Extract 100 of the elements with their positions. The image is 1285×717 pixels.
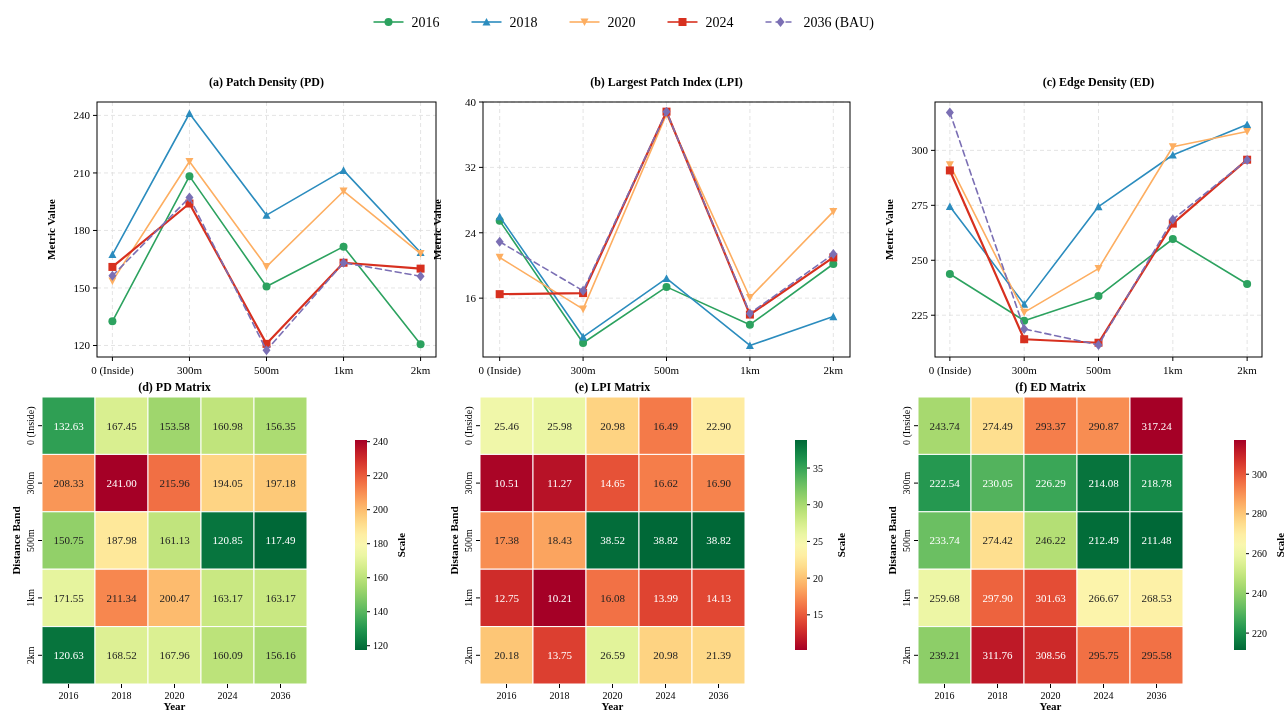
data-label: 10.51 xyxy=(494,476,519,489)
y-tick-label: 500m xyxy=(463,528,474,552)
x-tick-label: 2016 xyxy=(58,690,79,701)
data-label: 150.75 xyxy=(53,534,85,547)
data-label: 297.90 xyxy=(982,591,1014,604)
data-label: 120.63 xyxy=(53,649,85,662)
data-label: 163.17 xyxy=(212,591,244,604)
color-bar-label: 240 xyxy=(373,436,388,448)
x-tick-label: 2018 xyxy=(987,690,1008,701)
color-bar-label: 20 xyxy=(813,572,823,584)
y-tick-label: 500m xyxy=(25,528,36,552)
x-tick-label: 2036 xyxy=(270,690,291,701)
data-label: 16.08 xyxy=(600,591,626,604)
data-label: 153.58 xyxy=(159,419,191,432)
data-label: 13.75 xyxy=(547,649,573,662)
data-label: 156.16 xyxy=(265,649,297,662)
data-label: 243.74 xyxy=(929,419,961,432)
y-tick-label: 16 xyxy=(465,292,477,304)
data-label: 22.90 xyxy=(706,419,732,432)
data-label: 241.00 xyxy=(106,476,138,489)
color-bar-label: 140 xyxy=(373,606,388,618)
x-tick-label: 2km xyxy=(1237,364,1258,376)
x-tick-label: 300m xyxy=(176,364,203,376)
x-tick-label: 2020 xyxy=(1040,690,1061,701)
x-tick-label: 1km xyxy=(333,364,354,376)
data-label: 160.98 xyxy=(212,419,244,432)
y-tick-label: 210 xyxy=(73,166,91,179)
x-tick-label: 2020 xyxy=(164,690,185,701)
data-label: 301.63 xyxy=(1035,591,1067,604)
x-tick-label: 500m xyxy=(253,364,280,376)
legend-label: 2024 xyxy=(705,14,734,30)
data-label: 194.05 xyxy=(212,476,244,489)
y-axis-title: Metric Value xyxy=(883,198,895,260)
data-label: 214.08 xyxy=(1088,476,1120,489)
legend-label: 2016 xyxy=(411,14,440,30)
data-label: 38.82 xyxy=(706,534,731,547)
color-bar-label: 280 xyxy=(1252,508,1267,520)
data-label: 226.29 xyxy=(1035,476,1067,489)
data-label: 18.43 xyxy=(547,534,573,547)
color-bar-title: Scale xyxy=(835,532,847,558)
y-tick-label: 2km xyxy=(901,646,912,665)
x-tick-label: 2024 xyxy=(217,690,238,701)
x-tick-label: 0 (Inside) xyxy=(928,364,972,377)
y-tick-label: 0 (Inside) xyxy=(463,406,475,445)
data-label: 167.96 xyxy=(159,649,191,662)
data-label: 187.98 xyxy=(106,534,138,547)
y-axis-title: Distance Band xyxy=(886,506,898,575)
color-bar-label: 300 xyxy=(1252,468,1267,480)
data-label: 239.21 xyxy=(929,649,960,662)
x-tick-label: 2036 xyxy=(1146,690,1167,701)
legend-label: 2018 xyxy=(509,14,538,30)
data-label: 200.47 xyxy=(159,591,191,604)
x-tick-label: 2016 xyxy=(496,690,517,701)
x-tick-label: 2018 xyxy=(111,690,132,701)
x-tick-label: 2018 xyxy=(549,690,570,701)
chart-title: (e) LPI Matrix xyxy=(574,380,651,394)
data-label: 208.33 xyxy=(53,476,85,489)
x-tick-label: 2024 xyxy=(655,690,676,701)
data-label: 233.74 xyxy=(929,534,961,547)
data-label: 132.63 xyxy=(53,419,85,432)
color-bar-label: 120 xyxy=(373,640,388,652)
data-label: 266.67 xyxy=(1088,591,1120,604)
data-label: 117.49 xyxy=(265,534,296,547)
x-tick-label: 1km xyxy=(740,364,761,376)
data-label: 295.58 xyxy=(1141,649,1173,662)
color-bar-label: 200 xyxy=(373,504,388,516)
chart-title: (f) ED Matrix xyxy=(1015,380,1086,394)
data-label: 212.49 xyxy=(1088,534,1120,547)
chart-title: (b) Largest Patch Index (LPI) xyxy=(590,75,743,89)
data-label: 38.82 xyxy=(653,534,678,547)
y-tick-label: 240 xyxy=(73,109,91,122)
color-bar-label: 260 xyxy=(1252,548,1267,560)
data-label: 26.59 xyxy=(600,649,626,662)
data-label: 163.17 xyxy=(265,591,297,604)
color-bar-title: Scale xyxy=(1274,532,1285,558)
data-label: 222.54 xyxy=(929,476,961,489)
x-axis-title: Year xyxy=(601,700,624,712)
color-bar-label: 220 xyxy=(373,470,388,482)
data-label: 12.75 xyxy=(494,591,520,604)
y-axis-title: Distance Band xyxy=(10,506,22,575)
y-tick-label: 225 xyxy=(911,309,929,322)
y-axis-title: Distance Band xyxy=(448,506,460,575)
y-tick-label: 1km xyxy=(463,588,474,607)
data-label: 211.48 xyxy=(1141,534,1172,547)
data-label: 21.39 xyxy=(706,649,732,662)
y-axis-title: Metric Value xyxy=(45,198,57,260)
color-bar-label: 35 xyxy=(813,462,823,474)
y-tick-label: 1km xyxy=(901,588,912,607)
data-label: 16.62 xyxy=(653,476,678,489)
data-label: 197.18 xyxy=(265,476,297,489)
data-label: 16.90 xyxy=(706,476,732,489)
data-label: 274.42 xyxy=(982,534,1013,547)
color-bar-label: 15 xyxy=(813,609,823,621)
y-tick-label: 40 xyxy=(465,95,477,108)
data-label: 20.98 xyxy=(653,649,679,662)
x-axis-title: Year xyxy=(1039,700,1062,712)
y-tick-label: 300m xyxy=(25,471,36,495)
data-label: 293.37 xyxy=(1035,419,1067,432)
y-tick-label: 150 xyxy=(73,281,91,294)
color-bar-label: 180 xyxy=(373,538,388,550)
